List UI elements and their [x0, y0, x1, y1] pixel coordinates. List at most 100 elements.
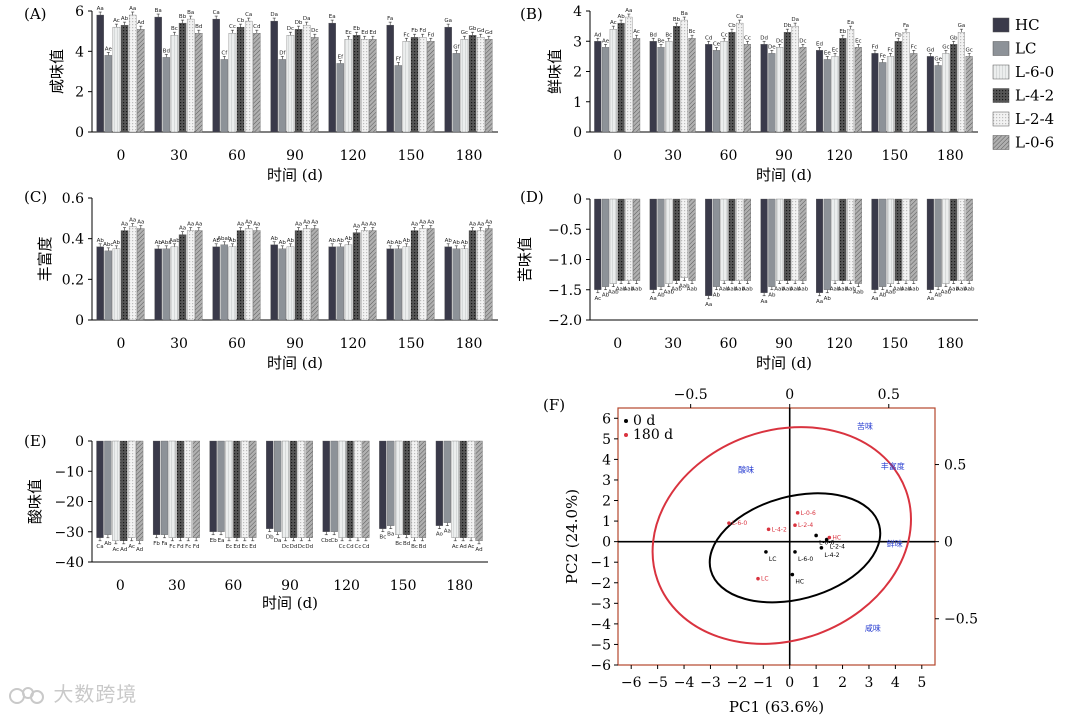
bar-l-4-2-90 [294, 28, 303, 133]
score-point-180d-l-0-6 [795, 511, 800, 515]
bar-l-0-6-180 [485, 228, 493, 321]
x-tick-label: 150 [390, 578, 417, 594]
significance-label: Aab [719, 287, 730, 293]
panel-label: (D) [520, 188, 544, 206]
significance-label: Aba [161, 240, 172, 246]
significance-label: Aab [734, 287, 745, 293]
bar-l-2-4-60 [244, 20, 253, 133]
significance-label: Aa [237, 222, 244, 228]
score-point-label: L-2-4 [798, 522, 813, 529]
bar-l-6-0-150 [402, 41, 411, 133]
significance-label: Cb [728, 23, 736, 29]
bar-l-4-2-60 [728, 198, 736, 281]
bar-l-4-2-60 [233, 440, 241, 538]
significance-label: Bc [665, 32, 672, 38]
bar-hc-0 [594, 41, 602, 133]
significance-label: Aab [941, 290, 952, 296]
bar-l-6-0-60 [228, 246, 237, 321]
significance-label: Ac [468, 544, 475, 550]
bar-l-6-0-120 [344, 39, 353, 133]
bar-l-6-0-60 [720, 198, 728, 281]
significance-label: Aa [761, 299, 768, 305]
bar-l-0-6-0 [633, 198, 641, 281]
bar-l-0-6-30 [195, 230, 203, 321]
bar-l-2-4-60 [736, 198, 744, 281]
x-tick-label: −6 [621, 675, 642, 691]
bar-l-4-2-0 [120, 440, 128, 541]
y-tick-label: 4 [573, 4, 582, 20]
bar-l-0-6-180 [485, 39, 493, 133]
score-point-label: L-4-2 [772, 526, 787, 533]
bar-l-2-4-30 [186, 18, 195, 133]
bar-l-6-0-30 [168, 440, 177, 538]
x-axis-title: 时间 (d) [267, 354, 323, 372]
bar-l-6-0-60 [228, 33, 237, 133]
bar-lc-60 [220, 59, 229, 133]
bar-l-0-6-0 [137, 28, 145, 133]
significance-label: Ec [855, 38, 862, 44]
y-tick-label: −20 [54, 495, 84, 511]
y-tick-label: 0 [573, 192, 582, 208]
x-tick-label: 4 [891, 675, 900, 691]
significance-label: Ab [768, 293, 776, 299]
significance-label: Ba [155, 8, 162, 14]
significance-label: Gb [469, 26, 477, 32]
bar-l-4-2-150 [410, 37, 419, 133]
bar-l-4-2-150 [894, 198, 902, 281]
score-point-180d-hc [827, 535, 832, 540]
significance-label: Ac [633, 29, 640, 35]
score-point-label: HC [832, 535, 841, 542]
significance-label: Aa [485, 220, 492, 226]
bar-l-6-0-30 [665, 198, 673, 284]
y-tick-label: 3 [602, 473, 611, 489]
significance-label: Aa [129, 217, 136, 223]
score-point-0d-lc [764, 550, 768, 554]
y-tick-label: 0 [602, 535, 611, 551]
significance-label: Gd [485, 30, 493, 36]
significance-label: Cd [705, 35, 712, 41]
significance-label: Aa [195, 222, 202, 228]
bar-lc-0 [104, 250, 113, 321]
bar-hc-180 [444, 246, 452, 321]
y-tick-label: −6 [590, 658, 611, 674]
y-tick-label: 5 [602, 432, 611, 448]
significance-label: Aa [816, 299, 823, 305]
significance-label: Db [295, 20, 303, 26]
bar-l-4-2-180 [459, 440, 467, 538]
legend: HC LC L-6-0 L-4-2 L-2-4 L-0-6 [992, 16, 1054, 152]
bar-l-0-6-120 [369, 230, 377, 321]
bar-lc-90 [278, 248, 287, 321]
significance-label: Ca [96, 544, 103, 550]
significance-label: Fb [895, 32, 902, 38]
legend-swatch-hc [992, 17, 1010, 33]
bar-l-6-0-180 [460, 248, 469, 321]
bar-l-4-2-120 [352, 35, 361, 133]
x-tick-label: 180 [456, 336, 483, 352]
bar-lc-60 [712, 50, 720, 133]
significance-label: Aab [679, 284, 690, 290]
bar-l-0-6-120 [369, 39, 377, 133]
y-tick-label: −2 [590, 576, 611, 592]
bar-l-0-6-90 [799, 47, 807, 133]
x-tick-label: 180 [937, 336, 964, 352]
significance-label: Aa [871, 296, 878, 302]
significance-label: Ao [436, 532, 444, 538]
y-axis-title: 酸味值 [26, 479, 44, 524]
significance-label: Aa [361, 222, 368, 228]
bar-l-6-0-0 [112, 248, 121, 321]
significance-label: Ef [338, 54, 344, 60]
bar-l-0-6-120 [854, 47, 862, 133]
loading-label: 咸味 [865, 623, 881, 633]
y-tick-label: 2 [75, 85, 84, 101]
significance-label: Ad [460, 544, 467, 550]
bar-l-2-4-90 [791, 198, 799, 281]
x-tick-label: 0 [785, 675, 794, 691]
score-point-label: LC [761, 576, 769, 583]
significance-label: Ab [713, 293, 721, 299]
significance-label: Ab [617, 14, 625, 20]
plot-frame [617, 407, 936, 666]
significance-label: Aa [625, 8, 632, 14]
right-tick-label: −0.5 [944, 612, 978, 628]
significance-label: Bd [419, 544, 426, 550]
score-point-label: L-0-6 [801, 510, 816, 517]
